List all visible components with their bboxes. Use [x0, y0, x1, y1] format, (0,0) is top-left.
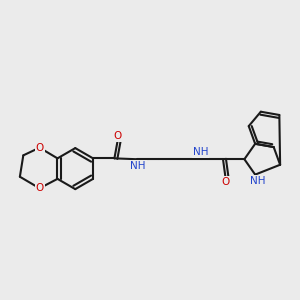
Text: O: O [35, 143, 44, 153]
Text: O: O [35, 183, 44, 193]
Text: NH: NH [250, 176, 266, 186]
Text: NH: NH [130, 161, 146, 171]
Text: O: O [114, 131, 122, 141]
Text: NH: NH [193, 147, 208, 158]
Text: O: O [221, 177, 230, 187]
